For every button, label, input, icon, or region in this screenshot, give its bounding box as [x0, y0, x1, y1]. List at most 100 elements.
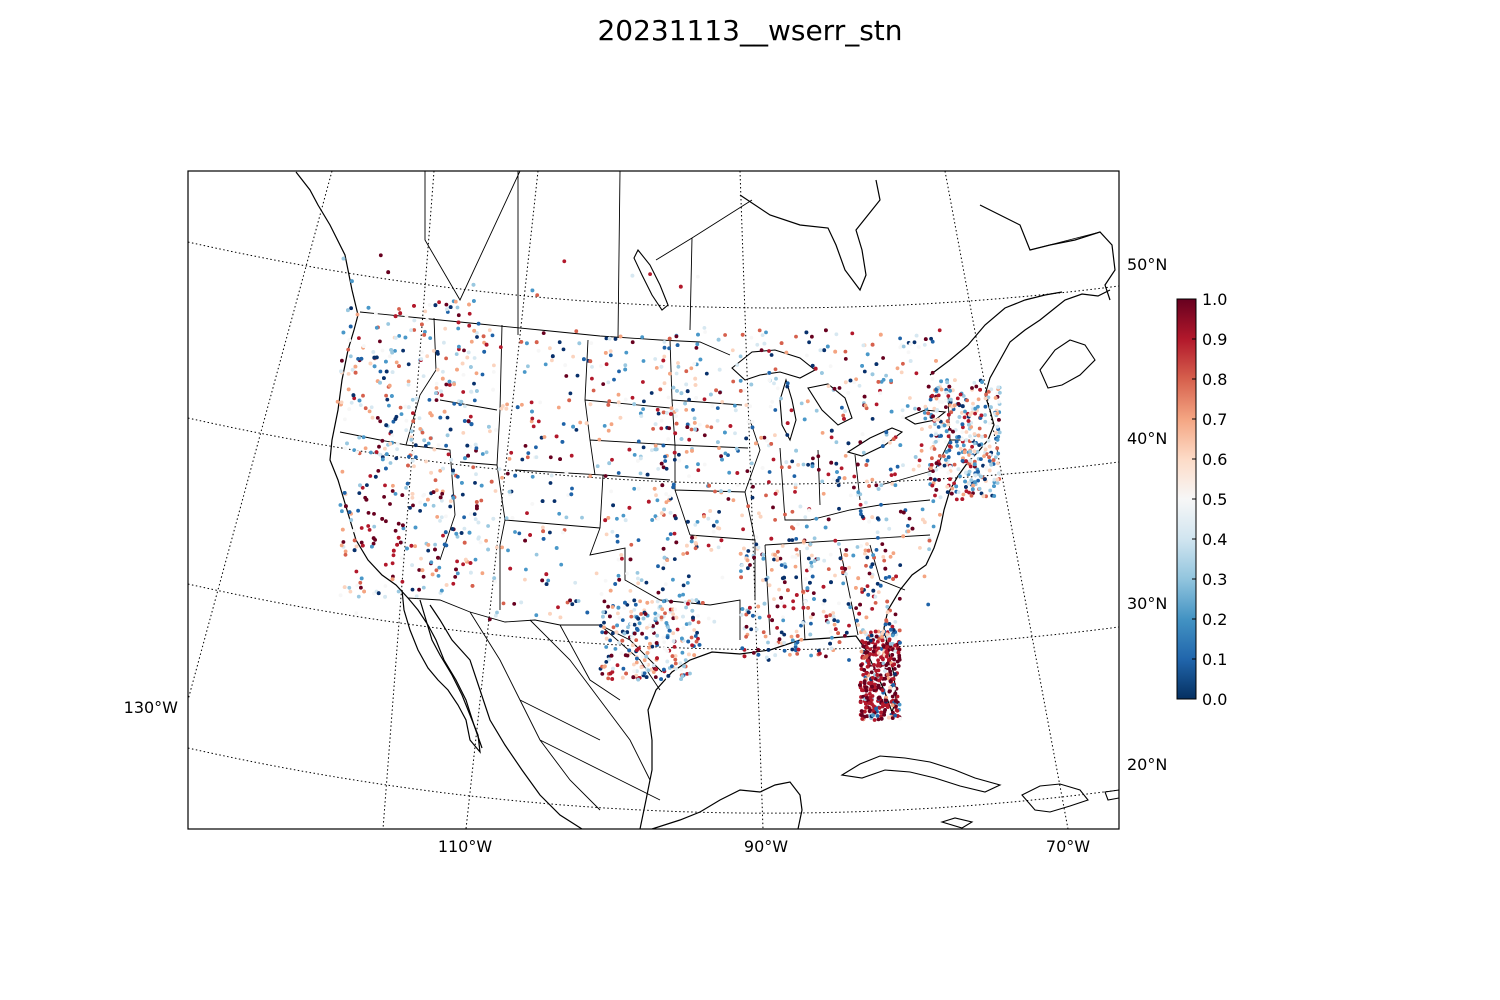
station-dot: [865, 542, 869, 546]
station-dot: [617, 641, 621, 645]
station-dot: [734, 446, 739, 451]
station-dot: [390, 577, 395, 582]
station-dot: [836, 619, 840, 624]
station-dot: [439, 393, 444, 398]
map-area: [188, 171, 1119, 829]
station-dot: [371, 536, 376, 540]
station-dot: [881, 555, 886, 559]
station-dot: [602, 424, 607, 428]
station-dot: [665, 659, 670, 664]
station-dot: [372, 364, 377, 369]
station-dot: [361, 344, 366, 348]
station-dot: [779, 341, 784, 345]
station-dot: [997, 399, 1001, 404]
station-dot: [745, 469, 750, 473]
station-dot: [782, 580, 787, 585]
station-dot: [757, 615, 762, 620]
station-dot: [685, 672, 690, 676]
station-dot: [858, 602, 862, 607]
station-dot: [693, 523, 698, 527]
station-dot: [417, 416, 422, 421]
station-dot: [790, 509, 795, 514]
station-dot: [995, 446, 1000, 451]
station-dot: [663, 611, 667, 616]
station-dot: [678, 661, 683, 665]
station-dot: [433, 303, 438, 308]
station-dot: [456, 320, 461, 325]
station-dot: [933, 493, 937, 498]
station-dot: [769, 568, 774, 572]
station-dot: [790, 538, 795, 542]
station-dot: [578, 420, 583, 425]
station-dot: [390, 433, 395, 438]
station-dot: [928, 476, 933, 481]
station-dot: [662, 562, 667, 566]
station-dot: [719, 538, 724, 543]
station-dot: [702, 514, 706, 519]
station-dot: [664, 492, 669, 496]
station-dot: [833, 573, 837, 578]
station-dot: [623, 518, 628, 523]
lat-label-50n: 50°N: [1127, 255, 1167, 274]
station-dot: [714, 388, 718, 393]
station-dot: [806, 606, 810, 610]
station-dot: [638, 456, 643, 461]
station-dot: [509, 450, 514, 455]
station-dot: [418, 427, 423, 431]
station-dot: [995, 437, 1000, 442]
station-dot: [442, 409, 447, 414]
station-dot: [816, 454, 821, 459]
station-dot: [874, 634, 879, 639]
station-dot: [662, 340, 667, 344]
great-lake-michigan: [779, 378, 797, 442]
us-state-grid-central: [589, 339, 761, 640]
station-dot: [384, 519, 388, 524]
station-dot: [793, 564, 798, 569]
station-dot: [598, 623, 603, 628]
station-dot: [487, 328, 492, 333]
station-dot: [629, 622, 634, 626]
station-dot: [620, 618, 625, 622]
station-dot: [388, 461, 393, 465]
station-dot: [841, 413, 846, 418]
political-borders: [339, 171, 1101, 811]
station-dot: [428, 336, 433, 340]
station-dot: [742, 654, 747, 659]
station-dot: [907, 516, 912, 521]
station-dot: [436, 443, 441, 447]
station-dot: [793, 485, 798, 490]
station-dot: [934, 467, 939, 472]
station-dot: [353, 370, 358, 375]
station-dot: [600, 672, 605, 676]
station-dot: [393, 349, 397, 353]
station-dot: [627, 447, 632, 452]
station-dot: [384, 359, 388, 364]
station-dot: [692, 416, 697, 421]
station-dot: [352, 538, 357, 543]
station-dot: [613, 647, 618, 651]
station-dot: [989, 405, 993, 410]
station-dot: [863, 403, 868, 408]
station-dot: [841, 570, 845, 575]
station-dot: [453, 575, 458, 579]
station-dot: [890, 694, 895, 699]
station-dot: [687, 474, 691, 478]
great-lake-superior: [731, 349, 816, 381]
station-dot: [643, 662, 648, 666]
station-dot: [541, 537, 546, 541]
station-dot: [339, 400, 344, 405]
station-dot: [828, 613, 833, 618]
station-dot: [482, 340, 486, 345]
station-dot: [610, 605, 615, 609]
station-dot: [839, 466, 844, 471]
station-dot: [679, 437, 684, 441]
station-dot: [412, 464, 416, 469]
station-dot: [795, 640, 800, 645]
station-dot: [530, 502, 535, 506]
station-dot: [829, 580, 833, 585]
station-dot: [834, 461, 839, 466]
station-dot: [507, 457, 512, 461]
station-dot: [828, 641, 832, 646]
station-dot: [982, 444, 987, 449]
station-dot: [665, 635, 670, 640]
